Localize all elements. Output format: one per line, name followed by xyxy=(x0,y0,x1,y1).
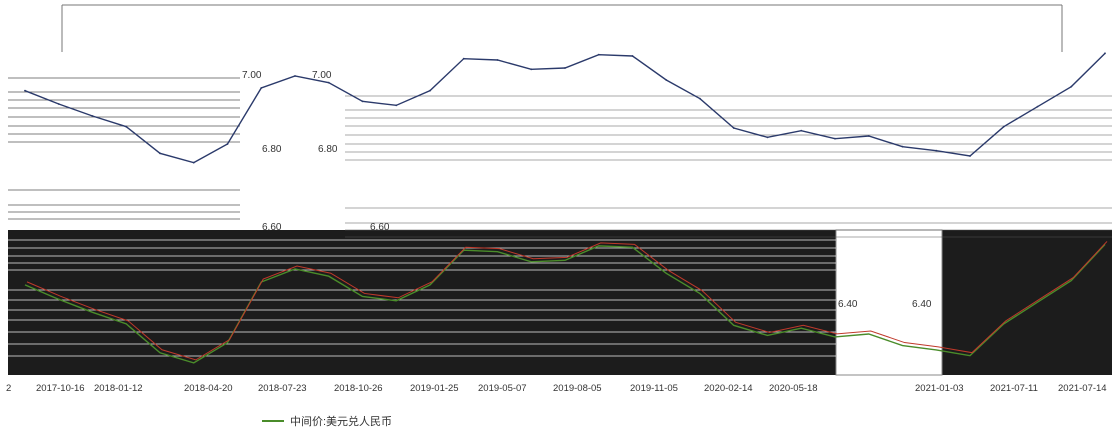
series-point xyxy=(260,87,263,89)
series-point xyxy=(159,152,161,155)
y-tick-label: 6.40 xyxy=(912,299,932,310)
x-tick-label: 2019-08-05 xyxy=(553,383,602,394)
series-layer xyxy=(24,52,1108,364)
series-point xyxy=(766,136,769,139)
series-line-red xyxy=(26,241,1108,361)
x-tick-label: 2019-05-07 xyxy=(478,383,527,394)
series-point xyxy=(24,89,26,92)
x-tick-labels: 2 2017-10-16 2018-01-12 2018-04-20 2018-07-2… xyxy=(6,383,1107,394)
series-point xyxy=(294,75,296,77)
series-point xyxy=(901,145,904,148)
series-point xyxy=(192,161,195,164)
series-point xyxy=(327,81,330,84)
series-point xyxy=(496,59,499,61)
series-point xyxy=(226,143,229,145)
y-tick-label: 6.80 xyxy=(318,144,338,155)
legend: 中间价:美元兑人民币 xyxy=(262,413,392,429)
series-point xyxy=(699,97,701,100)
series-point xyxy=(834,137,836,140)
series-point xyxy=(935,149,938,152)
series-point xyxy=(91,115,94,117)
series-point xyxy=(57,103,60,105)
x-tick-label: 2017-10-16 xyxy=(36,383,85,394)
series-point xyxy=(1002,125,1005,128)
x-tick-label: 2019-11-05 xyxy=(630,383,678,394)
series-point xyxy=(867,135,870,137)
legend-swatch xyxy=(262,420,284,422)
x-tick-label: 2018-01-12 xyxy=(94,383,143,394)
y-tick-label: 6.80 xyxy=(262,144,282,155)
y-tick-label: 6.40 xyxy=(838,299,858,310)
series-point xyxy=(429,89,431,92)
dark-band-right xyxy=(942,230,1112,375)
x-tick-label: 2020-05-18 xyxy=(769,383,818,394)
series-point xyxy=(1104,52,1106,55)
series-point xyxy=(361,100,364,103)
x-tick-label: 2018-07-23 xyxy=(258,383,307,394)
y-tick-label: 7.00 xyxy=(242,70,262,81)
series-point xyxy=(564,67,566,69)
glitch-bands xyxy=(8,4,1112,376)
series-point xyxy=(462,57,465,60)
x-tick-label: 2021-07-14 xyxy=(1058,383,1107,394)
series-point xyxy=(1070,85,1073,88)
series-point xyxy=(530,68,533,71)
x-tick-label: 2018-04-20 xyxy=(184,383,233,394)
series-point xyxy=(395,104,398,107)
x-tick-label: 2 xyxy=(6,383,11,394)
series-point xyxy=(800,129,803,132)
x-tick-label: 2020-02-14 xyxy=(704,383,753,394)
x-tick-label: 2021-07-11 xyxy=(990,383,1038,394)
y-tick-label: 7.00 xyxy=(312,70,332,81)
x-tick-label: 2019-01-25 xyxy=(410,383,459,394)
series-point xyxy=(732,127,735,129)
series-point xyxy=(125,125,128,128)
series-line-green xyxy=(24,243,1106,364)
y-tick-label: 6.60 xyxy=(370,222,390,233)
series-point xyxy=(631,55,634,57)
x-tick-label: 2018-10-26 xyxy=(334,383,383,394)
white-panel xyxy=(835,229,943,376)
series-point xyxy=(969,155,971,157)
y-tick-label: 6.60 xyxy=(262,222,282,233)
dark-band-left xyxy=(8,230,836,375)
series-point xyxy=(597,53,600,56)
series-point xyxy=(1036,105,1039,108)
legend-label: 中间价:美元兑人民币 xyxy=(290,416,393,428)
series-point xyxy=(665,79,668,81)
y-tick-labels: 7.00 7.00 6.80 6.80 6.60 6.60 6.40 6.40 xyxy=(242,70,932,310)
x-tick-label: 2021-01-03 xyxy=(915,383,964,394)
